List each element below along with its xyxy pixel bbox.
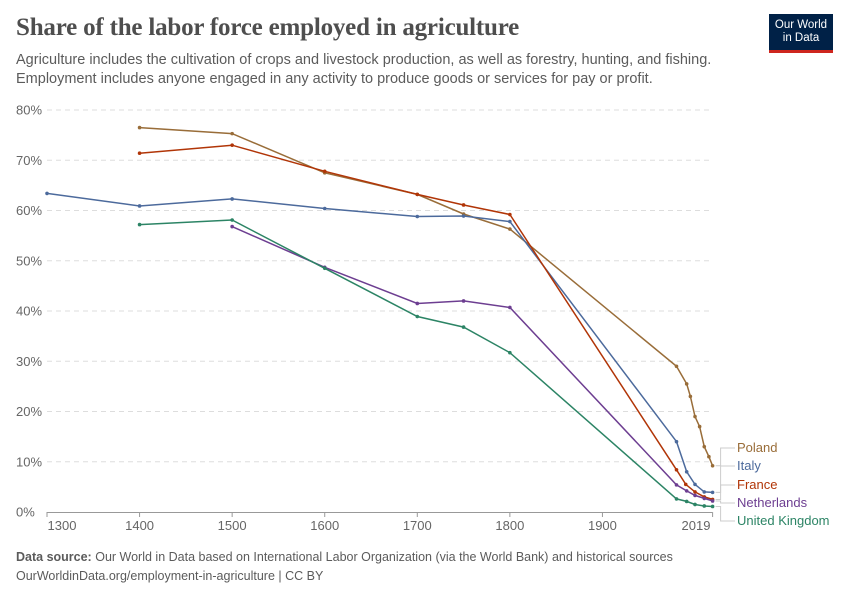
data-point [322, 206, 327, 211]
data-point [230, 218, 234, 222]
y-tick-label: 40% [16, 304, 42, 319]
data-point [674, 483, 679, 487]
data-point [137, 151, 142, 156]
data-point [684, 382, 689, 386]
data-point [415, 214, 420, 219]
data-point [322, 266, 327, 271]
x-tick-label: 1400 [125, 518, 154, 533]
logo-line2: in Data [782, 32, 820, 44]
data-point [710, 463, 715, 468]
x-tick-label: 1300 [48, 518, 77, 533]
data-point [230, 197, 234, 201]
series-label: United Kingdom [737, 513, 830, 528]
data-point [137, 222, 142, 227]
x-tick-label: 1800 [495, 518, 524, 533]
data-point [230, 224, 234, 229]
y-tick-label: 10% [16, 454, 42, 469]
data-point [693, 493, 697, 498]
chart-title: Share of the labor force employed in agr… [16, 14, 520, 41]
data-point [693, 414, 697, 419]
label-connector [715, 447, 735, 467]
data-point [674, 439, 679, 444]
series-line-poland [139, 126, 714, 467]
data-point [693, 502, 697, 507]
footer: Data source: Our World in Data based on … [16, 548, 673, 586]
series-label: Poland [737, 440, 777, 455]
data-point [508, 212, 512, 217]
data-point [508, 219, 512, 224]
y-tick-label: 70% [16, 153, 42, 168]
data-point [415, 314, 420, 319]
chart-subtitle: Agriculture includes the cultivation of … [16, 52, 712, 87]
x-tick-label: 1600 [310, 518, 339, 533]
y-tick-label: 30% [16, 354, 42, 369]
data-point [693, 482, 697, 487]
data-point [683, 482, 688, 487]
data-point [684, 489, 689, 493]
data-point [461, 214, 466, 218]
data-point [710, 490, 715, 495]
series-line-italy [46, 192, 713, 494]
owid-logo[interactable]: Our World in Data [769, 14, 833, 53]
data-point [137, 204, 142, 208]
label-connector [715, 465, 735, 493]
data-point [461, 203, 466, 207]
data-point [674, 467, 679, 472]
data-point [508, 305, 512, 310]
y-tick-label: 0% [16, 505, 35, 520]
data-point [674, 364, 679, 369]
data-point [415, 192, 420, 197]
x-tick-label: 1900 [588, 518, 617, 533]
series-label: Netherlands [737, 495, 808, 510]
data-point [508, 350, 512, 355]
data-point [688, 394, 693, 399]
data-point [322, 169, 327, 174]
data-point [461, 325, 466, 329]
x-tick-label: 2019 [682, 518, 711, 533]
data-point [693, 490, 697, 494]
label-connector [715, 500, 735, 504]
source-text: Our World in Data based on International… [95, 550, 673, 564]
series-line-united-kingdom [139, 219, 713, 508]
data-point [702, 496, 707, 501]
data-point [697, 424, 702, 429]
x-tick-label: 1500 [218, 518, 247, 533]
logo-line1: Our World [774, 19, 828, 31]
data-point [684, 470, 689, 474]
data-point [230, 131, 234, 136]
data-point [230, 143, 234, 147]
source-url[interactable]: OurWorldinData.org/employment-in-agricul… [16, 569, 324, 583]
data-point [461, 299, 466, 303]
data-point [710, 499, 715, 503]
data-point [684, 499, 689, 504]
data-point [508, 227, 512, 231]
y-tick-label: 60% [16, 203, 42, 218]
y-tick-label: 80% [16, 103, 42, 118]
y-tick-label: 20% [16, 404, 42, 419]
data-point [707, 454, 711, 459]
data-point [702, 490, 707, 494]
data-point [137, 125, 142, 130]
label-connector [715, 505, 735, 522]
x-tick-label: 1700 [403, 518, 432, 533]
series-label: Italy [737, 458, 761, 473]
data-point [702, 444, 707, 449]
data-point [415, 301, 420, 306]
series-line-netherlands [231, 225, 713, 502]
series-label: France [737, 477, 777, 492]
y-tick-label: 50% [16, 253, 42, 268]
data-point [674, 497, 679, 501]
label-connector [715, 484, 735, 500]
data-point [702, 504, 707, 508]
source-label: Data source: [16, 550, 92, 564]
data-point [710, 504, 715, 509]
data-point [45, 191, 49, 196]
